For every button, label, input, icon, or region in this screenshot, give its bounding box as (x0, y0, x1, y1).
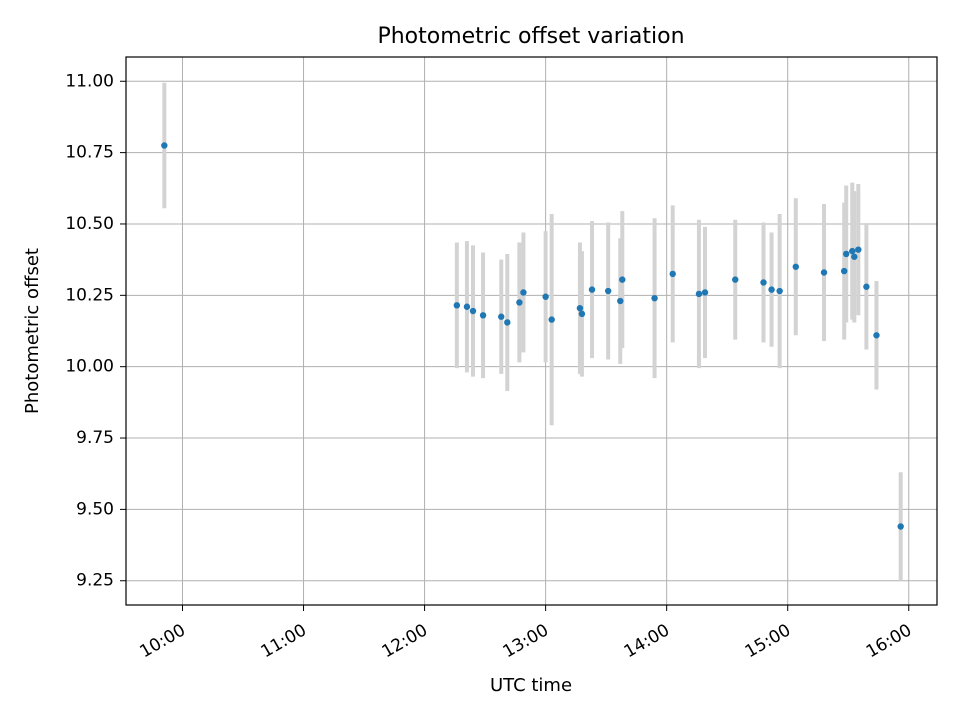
data-point (548, 316, 555, 323)
chart-title: Photometric offset variation (377, 24, 684, 49)
data-point (588, 286, 596, 293)
data-point (504, 319, 511, 326)
y-axis: 9.25 9.50 9.75 10.00 10.25 10.50 10.75 11.00 (65, 71, 126, 591)
data-point (855, 246, 862, 253)
data-point (498, 313, 505, 320)
y-tick-label: 9.25 (76, 571, 114, 591)
data-point (578, 310, 586, 318)
data-point (732, 276, 739, 283)
plot-frame (125, 56, 938, 606)
data-point (776, 287, 783, 295)
data-point (849, 247, 856, 255)
y-tick-label: 10.50 (65, 214, 114, 234)
data-point (768, 286, 775, 293)
y-axis-label: Photometric offset (22, 248, 43, 414)
data-point (469, 307, 477, 315)
data-point (863, 283, 870, 290)
data-point (695, 290, 703, 298)
data-point (873, 332, 880, 339)
data-point (669, 270, 676, 278)
y-tick-label: 10.00 (65, 357, 114, 377)
y-tick-label: 9.75 (76, 428, 114, 448)
y-tick-label: 10.25 (65, 285, 114, 305)
data-point (453, 302, 461, 309)
y-tick-label: 11.00 (65, 71, 114, 91)
data-point (843, 250, 850, 258)
data-point (520, 289, 527, 296)
data-point (820, 269, 828, 276)
data-points (161, 142, 904, 530)
data-point (161, 142, 168, 149)
data-point (792, 263, 799, 270)
data-point (463, 303, 471, 310)
data-point (651, 294, 658, 302)
data-point (897, 523, 904, 530)
data-point (617, 297, 624, 305)
data-point (479, 312, 487, 319)
data-point (760, 279, 767, 286)
data-point (576, 304, 584, 312)
data-point (851, 253, 858, 260)
data-point (542, 293, 549, 300)
data-point (619, 276, 626, 283)
data-point (701, 289, 709, 296)
y-tick-label: 9.50 (76, 499, 114, 519)
grid (126, 57, 937, 605)
data-point (840, 267, 848, 275)
x-axis-label: UTC time (490, 675, 572, 696)
y-tick-label: 10.75 (65, 143, 114, 163)
data-point (604, 287, 612, 295)
data-point (516, 299, 523, 306)
